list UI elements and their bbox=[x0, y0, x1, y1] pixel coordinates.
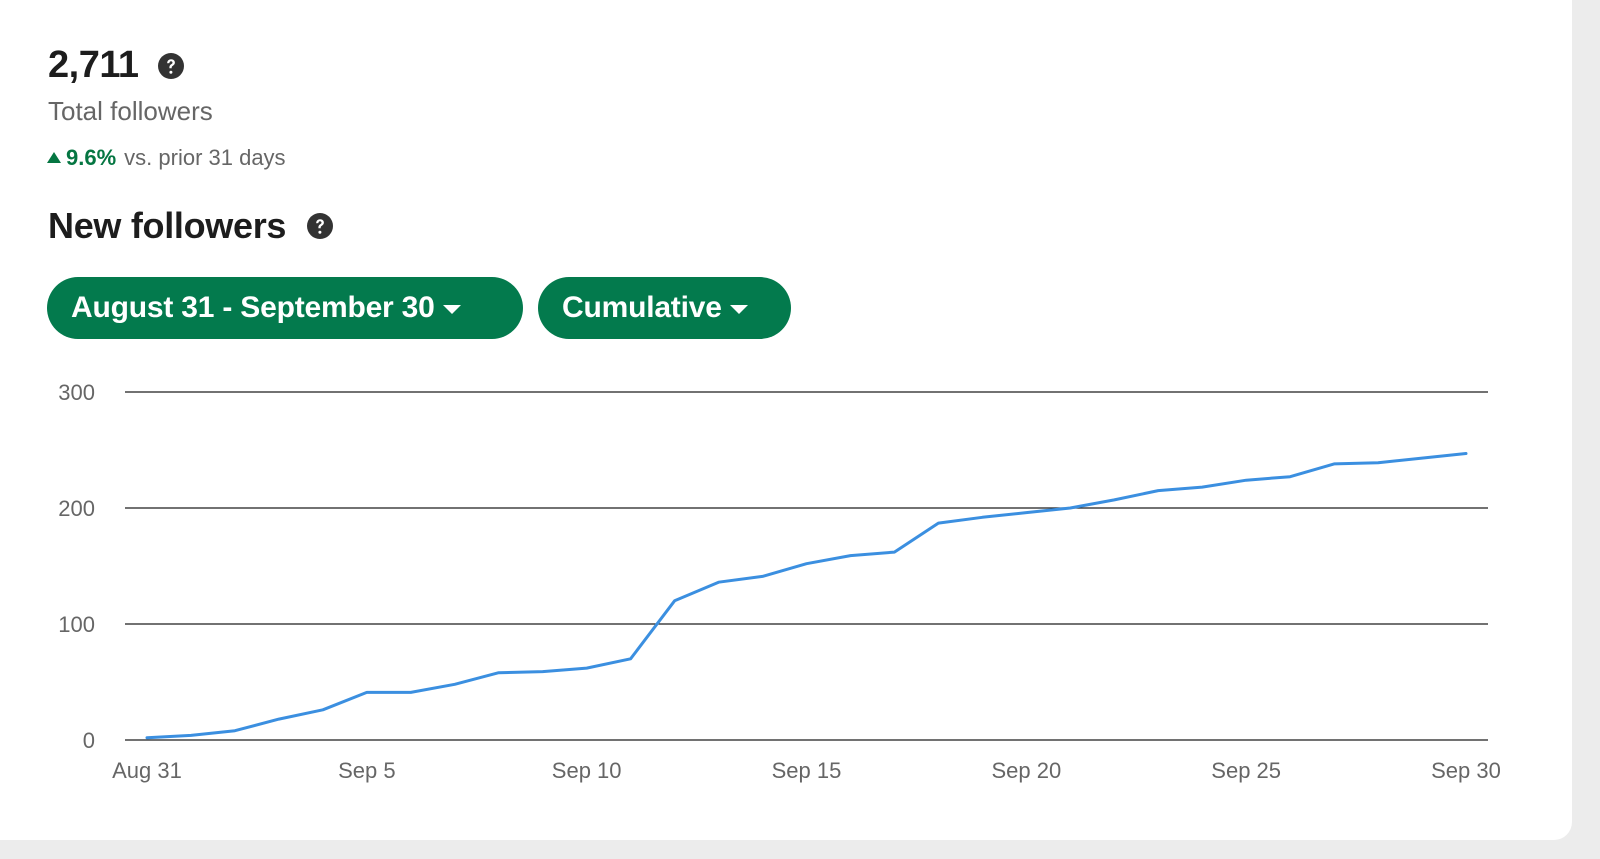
section-title: New followers bbox=[48, 205, 287, 246]
view-mode-dropdown[interactable]: Cumulative bbox=[538, 277, 791, 339]
followers-card: 2,711 Total followers 9.6% vs. prior 31 … bbox=[0, 0, 1572, 840]
caret-down-icon bbox=[442, 305, 461, 314]
help-icon[interactable] bbox=[157, 52, 185, 80]
change-comparison-text: vs. prior 31 days bbox=[124, 145, 286, 170]
x-tick-label: Aug 31 bbox=[112, 758, 182, 783]
x-tick-label: Sep 25 bbox=[1211, 758, 1281, 783]
total-followers-label: Total followers bbox=[48, 96, 213, 126]
date-range-label: August 31 - September 30 bbox=[71, 291, 435, 324]
series-line bbox=[145, 452, 1468, 740]
caret-down-icon bbox=[729, 305, 748, 314]
y-tick-label: 0 bbox=[83, 728, 95, 753]
x-tick-label: Sep 15 bbox=[772, 758, 842, 783]
new-followers-chart: 0 100 200 300 Aug 31 Sep 5 Sep 10 Sep 15 Sep 20 S… bbox=[58, 380, 1501, 783]
x-tick-label: Sep 5 bbox=[338, 758, 396, 783]
y-tick-label: 200 bbox=[58, 496, 95, 521]
x-tick-label: Sep 10 bbox=[552, 758, 622, 783]
change-indicator: 9.6% vs. prior 31 days bbox=[47, 145, 286, 171]
x-tick-label: Sep 20 bbox=[991, 758, 1061, 783]
change-percentage: 9.6% bbox=[66, 145, 117, 170]
view-mode-label: Cumulative bbox=[562, 291, 722, 324]
x-tick-label: Sep 30 bbox=[1431, 758, 1501, 783]
up-arrow-icon bbox=[47, 151, 61, 163]
date-range-dropdown[interactable]: August 31 - September 30 bbox=[47, 277, 523, 339]
total-followers-value: 2,711 bbox=[48, 44, 139, 86]
help-icon[interactable] bbox=[306, 212, 334, 240]
y-tick-label: 300 bbox=[58, 380, 95, 405]
new-followers-header: New followers bbox=[48, 205, 334, 247]
y-tick-label: 100 bbox=[58, 612, 95, 637]
total-followers-row: 2,711 bbox=[48, 44, 185, 87]
